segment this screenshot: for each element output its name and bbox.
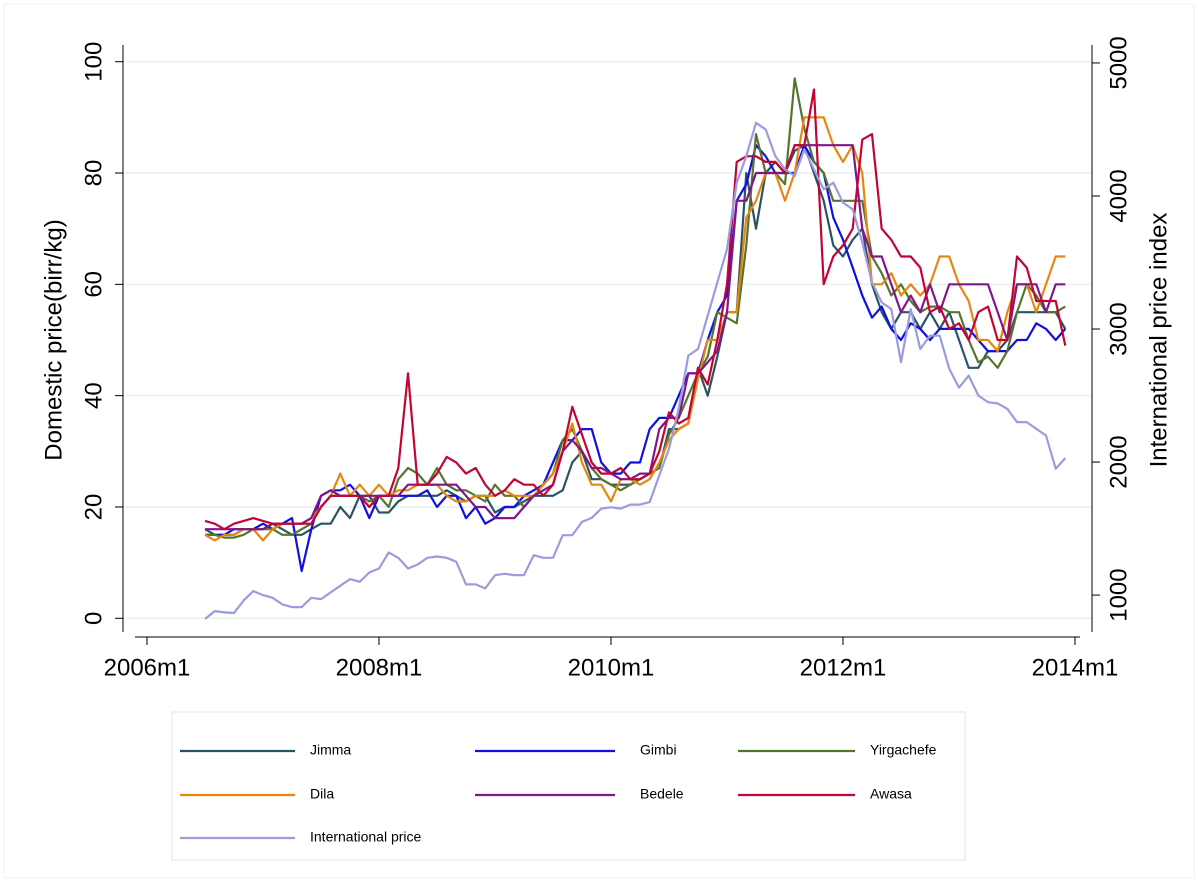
y2-tick-label: 3000 bbox=[1105, 302, 1132, 355]
legend-label: Bedele bbox=[640, 786, 684, 802]
legend-box bbox=[171, 711, 966, 861]
legend-label: Gimbi bbox=[640, 742, 677, 758]
y-tick-label: 0 bbox=[80, 612, 107, 625]
legend-label: International price bbox=[310, 829, 422, 845]
x-tick-label: 2006m1 bbox=[104, 654, 191, 681]
y-tick-label: 80 bbox=[80, 160, 107, 187]
y-tick-label: 100 bbox=[80, 42, 107, 82]
y2-tick-label: 2000 bbox=[1105, 435, 1132, 488]
x-tick-label: 2014m1 bbox=[1032, 654, 1119, 681]
legend-label: Jimma bbox=[310, 742, 351, 758]
series-line bbox=[205, 144, 1067, 573]
legend-label: Yirgachefe bbox=[870, 742, 937, 758]
y-tick-label: 20 bbox=[80, 494, 107, 521]
x-tick-label: 2010m1 bbox=[568, 654, 655, 681]
series-line bbox=[204, 88, 1067, 531]
series-line bbox=[204, 116, 1066, 542]
y-tick-label: 40 bbox=[80, 382, 107, 409]
y2-tick-label: 5000 bbox=[1105, 36, 1132, 89]
y-axis-title: Domestic price(birr/kg) bbox=[40, 219, 67, 460]
legend-label: Awasa bbox=[870, 786, 912, 802]
y-tick-label: 60 bbox=[80, 271, 107, 298]
y2-tick-label: 1000 bbox=[1105, 568, 1132, 621]
y2-axis-title: International price index bbox=[1145, 213, 1172, 468]
legend-label: Dila bbox=[310, 786, 334, 802]
y2-tick-label: 4000 bbox=[1105, 169, 1132, 222]
x-tick-label: 2008m1 bbox=[336, 654, 423, 681]
x-tick-label: 2012m1 bbox=[800, 654, 887, 681]
series-line bbox=[204, 121, 1067, 620]
